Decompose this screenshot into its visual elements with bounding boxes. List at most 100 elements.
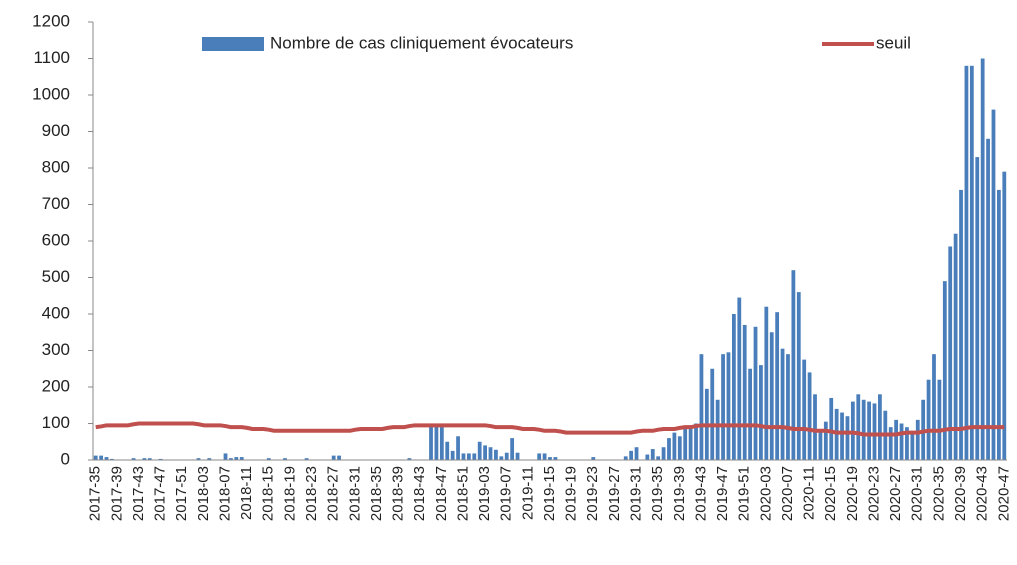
bar	[429, 425, 433, 460]
bar	[910, 430, 915, 460]
legend-label: seuil	[876, 33, 911, 52]
bar	[472, 453, 477, 460]
bar	[991, 109, 996, 460]
bar	[926, 379, 931, 460]
bar	[683, 427, 688, 460]
y-tick-label: 500	[42, 267, 70, 286]
bar	[807, 372, 812, 460]
x-tick-label: 2020-43	[974, 466, 991, 521]
x-tick-label: 2020-23	[865, 466, 882, 521]
x-tick-label: 2018-07	[216, 466, 233, 521]
x-tick-label: 2020-11	[801, 466, 818, 520]
y-tick-label: 900	[42, 121, 70, 140]
x-tick-label: 2018-27	[325, 466, 342, 521]
bar	[407, 458, 412, 460]
bar	[899, 423, 904, 460]
bar	[488, 447, 493, 460]
bar	[937, 379, 942, 460]
bar	[953, 233, 958, 460]
bar	[283, 458, 287, 460]
bar	[823, 421, 828, 460]
x-tick-label: 2019-19	[563, 466, 580, 521]
y-tick-label: 400	[42, 303, 70, 322]
bar	[786, 354, 790, 460]
bar	[769, 332, 774, 460]
bar	[932, 354, 936, 460]
bar	[959, 189, 963, 460]
bar	[304, 458, 309, 460]
bar	[845, 416, 850, 460]
bar	[780, 348, 785, 460]
x-tick-label: 2019-23	[584, 466, 601, 521]
bar	[710, 368, 715, 460]
y-tick-label: 200	[42, 376, 70, 395]
bar	[439, 425, 444, 460]
x-tick-label: 2020-35	[930, 466, 947, 521]
bar	[331, 455, 336, 460]
bar	[759, 365, 763, 460]
bar	[477, 441, 482, 460]
x-tick-label: 2018-47	[433, 466, 450, 521]
bar	[672, 432, 677, 460]
bar	[99, 455, 104, 460]
y-tick-label: 0	[61, 449, 70, 468]
bar	[818, 430, 823, 460]
x-tick-label: 2019-47	[714, 466, 731, 521]
x-tick-label: 2019-43	[692, 466, 709, 521]
bar	[726, 352, 731, 460]
x-tick-label: 2019-51	[736, 466, 753, 521]
bar	[239, 457, 244, 460]
x-tick-label: 2018-11	[238, 466, 255, 520]
bar	[742, 324, 747, 460]
bar	[867, 401, 871, 460]
x-tick-label: 2018-35	[368, 466, 385, 521]
bar	[964, 65, 969, 461]
bar	[629, 450, 634, 460]
x-tick-label: 2019-27	[606, 466, 623, 521]
bar	[661, 447, 666, 460]
bar	[688, 425, 693, 460]
bar	[110, 458, 114, 460]
y-tick-label: 1000	[32, 84, 70, 103]
x-tick-label: 2020-47	[995, 466, 1012, 521]
x-tick-label: 2020-39	[952, 466, 969, 521]
bar	[158, 458, 163, 460]
bar	[948, 246, 953, 460]
bar	[207, 458, 212, 460]
bar	[483, 445, 487, 460]
bar	[466, 453, 471, 460]
x-tick-label: 2018-19	[281, 466, 298, 521]
x-tick-label: 2019-15	[541, 466, 558, 521]
x-tick-label: 2019-07	[498, 466, 515, 521]
bar	[499, 456, 504, 460]
bar	[699, 354, 704, 460]
x-tick-label: 2018-23	[303, 466, 320, 521]
bar	[942, 281, 947, 460]
bar	[93, 455, 98, 460]
bar	[905, 427, 909, 460]
bar	[721, 354, 725, 460]
bar	[980, 58, 985, 460]
bar	[131, 458, 136, 460]
bar	[996, 189, 1001, 460]
bar	[445, 441, 450, 460]
bar	[548, 457, 552, 460]
bar	[894, 419, 899, 460]
bar	[802, 359, 807, 460]
y-tick-label: 600	[42, 230, 70, 249]
x-tick-label: 2017-51	[173, 466, 190, 521]
x-tick-label: 2019-39	[671, 466, 688, 521]
bar	[796, 292, 801, 460]
bar	[969, 65, 974, 461]
y-tick-label: 100	[42, 413, 70, 432]
bar	[461, 453, 466, 460]
bar	[813, 394, 817, 460]
bar	[434, 423, 439, 460]
x-tick-label: 2018-31	[346, 466, 363, 521]
legend-swatch	[202, 37, 264, 51]
bar	[623, 456, 628, 460]
bar	[861, 399, 866, 460]
bar	[878, 394, 882, 460]
